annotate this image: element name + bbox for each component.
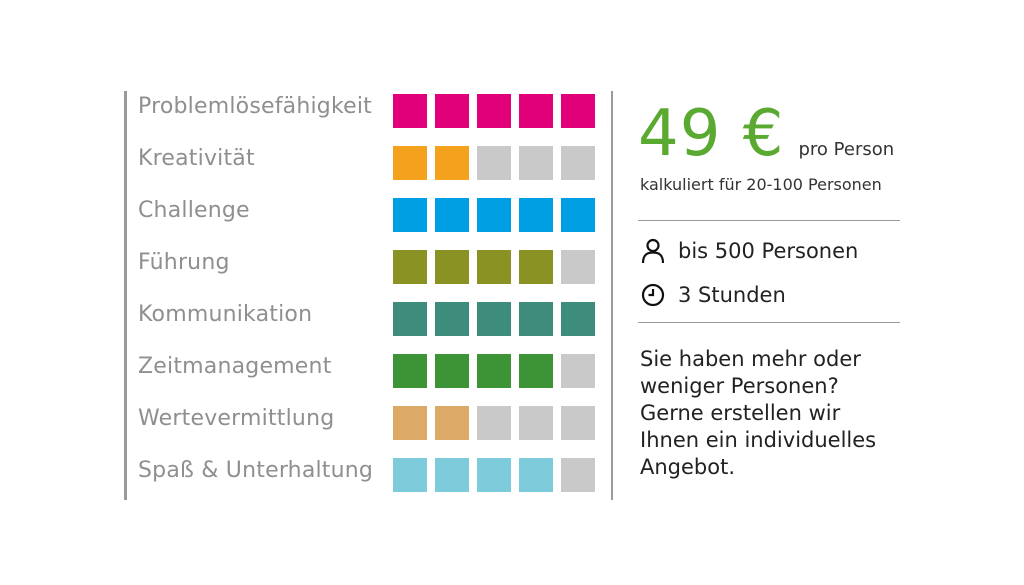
rating-square-filled — [519, 198, 553, 232]
person-icon — [640, 238, 666, 264]
rating-square-filled — [393, 458, 427, 492]
rating-square-filled — [393, 354, 427, 388]
criterion-row: Wertevermittlung — [138, 396, 608, 448]
note-line: Gerne erstellen wir — [640, 401, 841, 425]
rating-square-filled — [393, 302, 427, 336]
rating-square-filled — [477, 198, 511, 232]
left-divider — [124, 91, 127, 500]
rating-square-empty — [561, 250, 595, 284]
rating-square-filled — [393, 250, 427, 284]
criterion-label: Wertevermittlung — [138, 406, 335, 431]
criterion-row: Challenge — [138, 188, 608, 240]
rating-square-filled — [393, 94, 427, 128]
divider-top — [638, 220, 900, 221]
criterion-row: Kreativität — [138, 136, 608, 188]
criterion-label: Führung — [138, 250, 230, 275]
rating-square-filled — [561, 94, 595, 128]
rating-square-filled — [477, 302, 511, 336]
rating-squares — [393, 198, 595, 232]
rating-square-filled — [435, 94, 469, 128]
rating-square-filled — [519, 458, 553, 492]
rating-squares — [393, 302, 595, 336]
price-amount: 49 € — [638, 97, 785, 171]
duration-info: 3 Stunden — [640, 282, 786, 308]
criterion-row: Spaß & Unterhaltung — [138, 448, 608, 500]
rating-square-filled — [435, 354, 469, 388]
rating-square-empty — [477, 146, 511, 180]
rating-squares — [393, 250, 595, 284]
rating-squares — [393, 406, 595, 440]
criterion-label: Zeitmanagement — [138, 354, 332, 379]
persons-text: bis 500 Personen — [678, 239, 859, 263]
criterion-label: Kommunikation — [138, 302, 313, 327]
rating-squares — [393, 94, 595, 128]
center-divider — [611, 91, 613, 500]
criterion-label: Problemlösefähigkeit — [138, 94, 372, 119]
price-calculation-note: kalkuliert für 20-100 Personen — [640, 175, 882, 194]
rating-square-filled — [477, 458, 511, 492]
rating-square-filled — [435, 198, 469, 232]
rating-squares — [393, 354, 595, 388]
rating-square-empty — [561, 354, 595, 388]
rating-square-filled — [435, 406, 469, 440]
rating-square-filled — [393, 198, 427, 232]
note-line: Angebot. — [640, 455, 736, 479]
rating-square-filled — [435, 250, 469, 284]
rating-square-empty — [561, 458, 595, 492]
criterion-row: Führung — [138, 240, 608, 292]
criterion-row: Zeitmanagement — [138, 344, 608, 396]
rating-square-filled — [477, 94, 511, 128]
note-line: Ihnen ein individuelles — [640, 428, 877, 452]
rating-square-empty — [519, 406, 553, 440]
criterion-label: Spaß & Unterhaltung — [138, 458, 374, 483]
clock-icon — [640, 282, 666, 308]
rating-square-empty — [561, 146, 595, 180]
divider-bottom — [638, 322, 900, 323]
rating-squares — [393, 146, 595, 180]
price-unit: pro Person — [798, 139, 895, 160]
rating-square-empty — [561, 406, 595, 440]
rating-square-empty — [519, 146, 553, 180]
criterion-label: Challenge — [138, 198, 250, 223]
persons-info: bis 500 Personen — [640, 238, 858, 264]
rating-square-filled — [393, 406, 427, 440]
criterion-row: Problemlösefähigkeit — [138, 84, 608, 136]
rating-square-filled — [393, 146, 427, 180]
rating-square-filled — [561, 302, 595, 336]
rating-square-filled — [561, 198, 595, 232]
rating-square-filled — [477, 354, 511, 388]
criterion-row: Kommunikation — [138, 292, 608, 344]
price-block: 49 € pro Person — [638, 86, 894, 166]
note-line: Sie haben mehr oder — [640, 347, 861, 371]
custom-offer-note: Sie haben mehr oder weniger Personen? Ge… — [640, 346, 900, 481]
rating-squares — [393, 458, 595, 492]
rating-square-filled — [435, 146, 469, 180]
duration-text: 3 Stunden — [678, 283, 786, 307]
rating-square-empty — [477, 406, 511, 440]
rating-square-filled — [519, 250, 553, 284]
rating-square-filled — [519, 302, 553, 336]
note-line: weniger Personen? — [640, 374, 839, 398]
rating-square-filled — [477, 250, 511, 284]
rating-square-filled — [435, 458, 469, 492]
criterion-label: Kreativität — [138, 146, 255, 171]
rating-square-filled — [519, 94, 553, 128]
rating-square-filled — [519, 354, 553, 388]
rating-square-filled — [435, 302, 469, 336]
